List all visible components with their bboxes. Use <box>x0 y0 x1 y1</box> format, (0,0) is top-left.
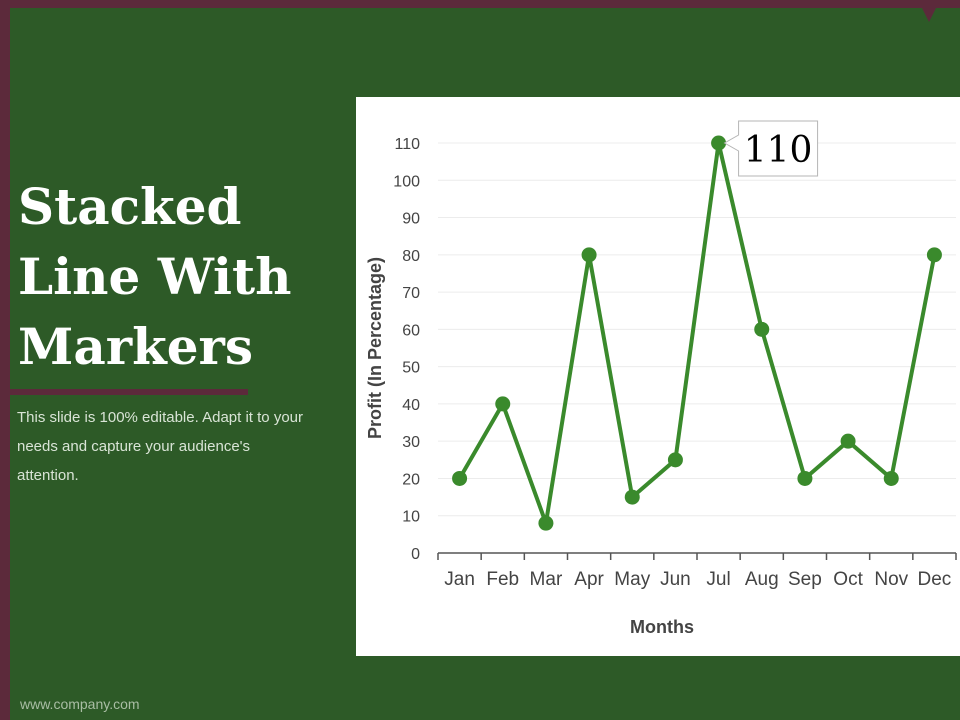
data-callout: 110 <box>723 120 819 177</box>
series-layer <box>452 135 942 531</box>
y-tick-label: 80 <box>402 248 420 265</box>
slide-title: Stacked Line With Markers <box>18 177 292 376</box>
top-accent-bar <box>0 0 960 8</box>
y-axis-title: Profit (In Percentage) <box>365 257 385 439</box>
x-tick-label: Aug <box>745 569 779 590</box>
data-point-dec <box>926 247 942 263</box>
callout-label: 110 <box>744 130 813 171</box>
data-point-jun <box>667 452 683 468</box>
data-point-jan <box>452 470 468 486</box>
y-tick-label: 10 <box>402 509 420 526</box>
data-point-sep <box>797 470 813 486</box>
y-axis: 0 10 20 30 40 50 60 70 80 90 100 110 <box>393 136 420 563</box>
y-tick-label: 0 <box>411 546 420 563</box>
x-tick-label: Feb <box>486 569 519 590</box>
slide-subtitle: This slide is 100% editable. Adapt it to… <box>17 409 303 484</box>
x-tick-label: Jun <box>660 569 691 590</box>
y-tick-label: 60 <box>402 322 420 339</box>
x-tick-label: Nov <box>874 569 908 590</box>
y-tick-label: 30 <box>402 434 420 451</box>
data-point-nov <box>883 470 899 486</box>
y-tick-label: 70 <box>402 285 420 302</box>
x-tick-label: Dec <box>918 569 952 590</box>
y-tick-label: 40 <box>402 397 420 414</box>
chart-panel: 0 10 20 30 40 50 60 70 80 90 100 110 Jan Feb Mar Apr Ma… <box>356 97 960 656</box>
callout-box <box>723 120 819 177</box>
x-tick-label: Jul <box>706 569 730 590</box>
y-tick-label: 90 <box>402 211 420 228</box>
data-point-feb <box>495 396 511 412</box>
footer-url: www.company.com <box>20 696 140 712</box>
left-accent-bar <box>0 0 10 720</box>
grid-lines <box>438 142 956 517</box>
y-tick-label: 100 <box>393 173 420 190</box>
data-point-may <box>624 489 640 505</box>
data-point-jul <box>711 135 727 151</box>
series-line <box>457 141 937 526</box>
x-tick-label: Mar <box>530 569 563 590</box>
data-point-apr <box>581 247 597 263</box>
data-point-aug <box>754 321 770 337</box>
data-point-mar <box>538 515 554 531</box>
x-tick-label: Apr <box>574 569 604 590</box>
top-notch-decoration <box>922 8 936 22</box>
x-tick-label: Oct <box>833 569 863 590</box>
y-tick-label: 20 <box>402 471 420 488</box>
x-tick-label: May <box>614 569 650 590</box>
data-point-oct <box>840 433 856 449</box>
line-chart: 0 10 20 30 40 50 60 70 80 90 100 110 Jan Feb Mar Apr Ma… <box>365 120 957 637</box>
x-axis-title: Months <box>630 617 694 637</box>
y-tick-label: 50 <box>402 360 420 377</box>
x-tick-label: Sep <box>788 569 822 590</box>
y-tick-label: 110 <box>394 136 420 153</box>
title-divider <box>10 389 248 395</box>
x-tick-label: Jan <box>444 569 475 590</box>
x-axis: Jan Feb Mar Apr May Jun Jul Aug Sep Oct Nov Dec <box>437 552 957 590</box>
